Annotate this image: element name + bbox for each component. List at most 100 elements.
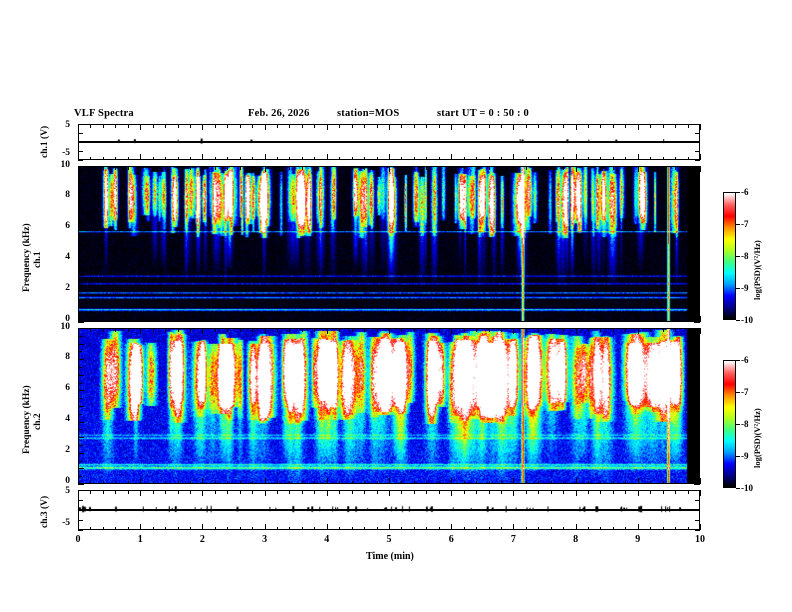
x-tick-label-3: 3 — [262, 534, 268, 545]
tick-mark — [314, 480, 315, 484]
tick-mark — [464, 328, 465, 332]
tick-mark — [439, 166, 440, 170]
colorbar-tick-label--8: -8 — [741, 251, 749, 261]
tick-mark — [377, 328, 378, 332]
tick-mark — [115, 526, 116, 530]
tick-mark — [700, 124, 701, 130]
tick-mark — [302, 166, 303, 170]
tick-mark — [277, 124, 278, 128]
ch2-spectrogram-image — [79, 329, 699, 483]
tick-mark — [414, 526, 415, 530]
tick-mark — [563, 124, 564, 128]
colorbar-tick — [736, 320, 740, 321]
tick-mark — [289, 124, 290, 128]
tick-mark — [401, 480, 402, 484]
tick-mark — [103, 526, 104, 530]
tick-mark — [115, 328, 116, 332]
tick-mark — [476, 166, 477, 170]
tick-mark — [401, 124, 402, 128]
tick-mark — [327, 328, 328, 334]
tick-mark — [140, 524, 141, 530]
tick-mark — [694, 197, 700, 198]
tick-mark — [302, 526, 303, 530]
tick-mark — [277, 480, 278, 484]
ch1-waveform-axis-label: ch.1 (V) — [40, 125, 50, 158]
tick-mark — [700, 478, 701, 484]
tick-mark — [501, 480, 502, 484]
tick-mark — [364, 490, 365, 494]
tick-mark — [78, 437, 84, 438]
tick-mark — [190, 166, 191, 170]
tick-mark — [426, 124, 427, 128]
ch2-freq-tick-8: 8 — [65, 352, 70, 362]
tick-mark — [526, 318, 527, 322]
tick-mark — [526, 526, 527, 530]
tick-mark — [364, 526, 365, 530]
tick-mark — [439, 328, 440, 332]
tick-mark — [694, 213, 700, 214]
tick-mark — [613, 328, 614, 332]
tick-mark — [78, 174, 82, 175]
tick-mark — [688, 318, 689, 322]
tick-mark — [165, 156, 166, 160]
tick-mark — [140, 478, 141, 484]
tick-mark — [302, 156, 303, 160]
tick-mark — [401, 156, 402, 160]
colorbar-tick — [736, 392, 740, 393]
tick-mark — [625, 490, 626, 494]
tick-mark — [696, 383, 700, 384]
tick-mark — [576, 154, 577, 160]
tick-mark — [538, 156, 539, 160]
tick-mark — [277, 490, 278, 494]
tick-mark — [339, 480, 340, 484]
tick-mark — [90, 166, 91, 170]
tick-mark — [153, 318, 154, 322]
tick-mark — [78, 406, 84, 407]
tick-mark — [128, 526, 129, 530]
tick-mark — [377, 480, 378, 484]
tick-mark — [526, 166, 527, 170]
tick-mark — [600, 526, 601, 530]
tick-mark — [625, 156, 626, 160]
tick-mark — [675, 490, 676, 494]
tick-mark — [576, 524, 577, 530]
tick-mark — [364, 166, 365, 170]
tick-mark — [78, 142, 83, 143]
tick-mark — [696, 445, 700, 446]
tick-mark — [696, 351, 700, 352]
tick-mark — [202, 478, 203, 484]
tick-mark — [90, 490, 91, 494]
tick-mark — [352, 526, 353, 530]
tick-mark — [78, 524, 79, 530]
tick-mark — [78, 500, 83, 501]
tick-mark — [78, 213, 84, 214]
colorbar-tick-label--7: -7 — [741, 219, 749, 229]
tick-mark — [277, 156, 278, 160]
tick-mark — [426, 318, 427, 322]
tick-mark — [165, 318, 166, 322]
tick-mark — [327, 316, 328, 322]
x-tick-label-7: 7 — [510, 534, 516, 545]
tick-mark — [140, 124, 141, 130]
tick-mark — [600, 490, 601, 494]
tick-mark — [178, 318, 179, 322]
tick-mark — [688, 166, 689, 170]
tick-mark — [240, 156, 241, 160]
tick-mark — [700, 154, 701, 160]
tick-mark — [501, 318, 502, 322]
tick-mark — [551, 124, 552, 128]
tick-mark — [314, 156, 315, 160]
tick-mark — [526, 480, 527, 484]
tick-mark — [103, 124, 104, 128]
tick-mark — [227, 328, 228, 332]
tick-mark — [314, 166, 315, 170]
tick-mark — [638, 124, 639, 130]
tick-mark — [538, 124, 539, 128]
tick-mark — [694, 322, 700, 323]
tick-mark — [90, 318, 91, 322]
tick-mark — [501, 328, 502, 332]
colorbar-tick-label--8: -8 — [741, 419, 749, 429]
x-tick-label-9: 9 — [635, 534, 641, 545]
tick-mark — [513, 490, 514, 496]
tick-mark — [695, 530, 700, 531]
